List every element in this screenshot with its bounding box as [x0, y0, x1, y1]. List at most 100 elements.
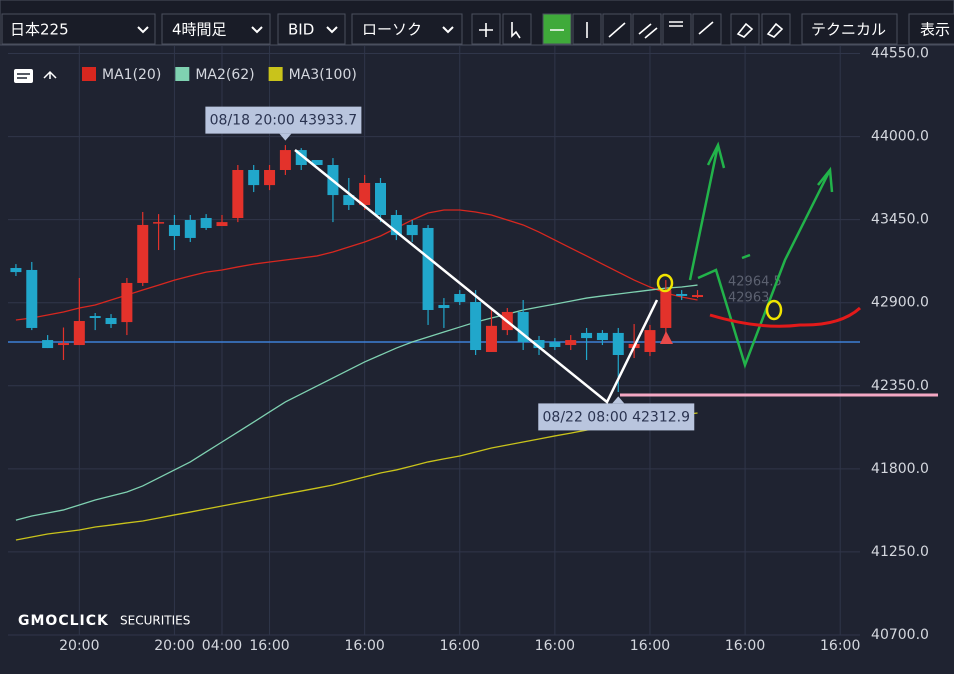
technical-button[interactable] — [801, 13, 898, 45]
display: 表示 — [920, 21, 950, 39]
legend-label: MA2(62) — [195, 67, 254, 83]
annotation: 08/18 20:00 43933.7 — [205, 106, 362, 141]
candle-body — [153, 222, 165, 224]
candle-body — [517, 311, 529, 343]
toolbar: 日本225 4時間足 BID ローソク テクニカル 表示 — [0, 0, 954, 46]
candle-body — [137, 224, 149, 283]
candle-body — [438, 305, 450, 309]
candle-body — [10, 268, 22, 273]
x-tick-label: 16:00 — [249, 638, 289, 654]
candle-body — [581, 332, 593, 339]
candle-body — [343, 195, 355, 206]
ma-line — [15, 412, 698, 541]
price-label: 42963 — [728, 291, 769, 306]
candle-body — [406, 224, 418, 236]
tool-ff[interactable] — [692, 13, 722, 45]
y-tick-label: 42900.0 — [871, 295, 929, 311]
tool-icons — [479, 21, 784, 39]
legend-label: MA3(100) — [289, 67, 357, 83]
y-tick-label: 44550.0 — [871, 46, 929, 62]
x-tick-label: 04:00 — [202, 638, 242, 654]
candle-body — [42, 340, 54, 349]
candle-body — [89, 316, 101, 318]
x-tick-label: 16:00 — [440, 638, 480, 654]
x-tick-label: 16:00 — [535, 638, 575, 654]
trend-line — [294, 149, 659, 404]
tool-pointer[interactable] — [502, 13, 532, 45]
timeframe: 4時間足 — [172, 21, 227, 39]
candle-body — [596, 332, 608, 341]
candle-body — [26, 269, 38, 328]
price-label: 42964.5 — [728, 275, 782, 290]
candle-body — [311, 160, 323, 166]
candle-body — [216, 222, 228, 227]
candle-body — [279, 150, 291, 170]
legend-label: MA1(20) — [102, 67, 161, 83]
candle-body — [168, 224, 180, 236]
x-tick-label: 16:00 — [630, 638, 670, 654]
scenario-arrows — [688, 141, 834, 369]
candle-body — [470, 301, 482, 351]
annotation-pointer — [612, 396, 625, 404]
tool-hline[interactable] — [542, 13, 572, 45]
legend-swatch — [175, 67, 190, 81]
plot: 40700.0 41250.0 41800.0 42350.0 42900.0 43450… — [8, 46, 929, 654]
symbol: 日本225 — [10, 21, 69, 39]
display-button[interactable] — [908, 13, 954, 45]
candle-body — [359, 182, 371, 206]
symbol-select[interactable] — [1, 13, 156, 45]
candle-body — [264, 169, 276, 186]
candle-body — [533, 340, 545, 349]
candle-body — [692, 295, 704, 298]
chart-style: ローソク — [362, 21, 422, 39]
candle-body — [105, 317, 117, 325]
candle-body — [676, 293, 688, 296]
tool-erase-all[interactable] — [761, 13, 791, 45]
dropdown-arrows — [137, 26, 454, 34]
tool-erase[interactable] — [730, 13, 760, 45]
annotation-text: 08/18 20:00 43933.7 — [210, 113, 358, 129]
circle-mark — [765, 299, 783, 321]
candle-body — [454, 293, 466, 302]
x-tick-label: 16:00 — [820, 638, 860, 654]
candle-body — [549, 342, 561, 347]
legend-icon — [14, 69, 57, 83]
forecast-line — [709, 306, 862, 328]
y-tick-label: 43450.0 — [871, 212, 929, 228]
logo-sub: SECURITIES — [120, 614, 190, 628]
annotation-pointer — [279, 133, 292, 141]
candle-body — [295, 150, 307, 166]
style-select[interactable] — [351, 13, 463, 45]
candle-body — [565, 340, 577, 346]
candle-body — [390, 214, 402, 236]
ma-line — [15, 284, 698, 521]
signal-arrow — [660, 331, 673, 344]
legend: MA1(20) MA2(62) MA3(100) — [82, 67, 357, 83]
y-tick-label: 42350.0 — [871, 378, 929, 394]
x-tick-label: 20:00 — [59, 638, 99, 654]
circle-mark — [656, 273, 674, 293]
candle-body — [57, 343, 69, 346]
tool-fr[interactable] — [662, 13, 692, 45]
candle-body — [485, 325, 497, 352]
candle-body — [644, 330, 656, 352]
annotation-box — [205, 106, 362, 134]
candle-body — [73, 321, 85, 346]
candle-body — [612, 332, 624, 355]
drawings — [294, 141, 938, 404]
candle-body — [232, 169, 244, 219]
candle-body — [200, 218, 212, 228]
candle-body — [121, 282, 133, 323]
y-tick-label: 41250.0 — [871, 544, 929, 560]
y-tick-label: 41800.0 — [871, 461, 929, 477]
y-tick-label: 40700.0 — [871, 627, 929, 643]
candle-body — [184, 219, 196, 238]
candle-body — [660, 290, 672, 328]
price-type: BID — [288, 21, 314, 39]
x-tick-label: 16:00 — [725, 638, 765, 654]
timeframe-select[interactable] — [161, 13, 271, 45]
y-tick-label: 44000.0 — [871, 129, 929, 145]
annotation-box — [538, 403, 695, 431]
logo: GMOCLICK — [18, 613, 109, 629]
